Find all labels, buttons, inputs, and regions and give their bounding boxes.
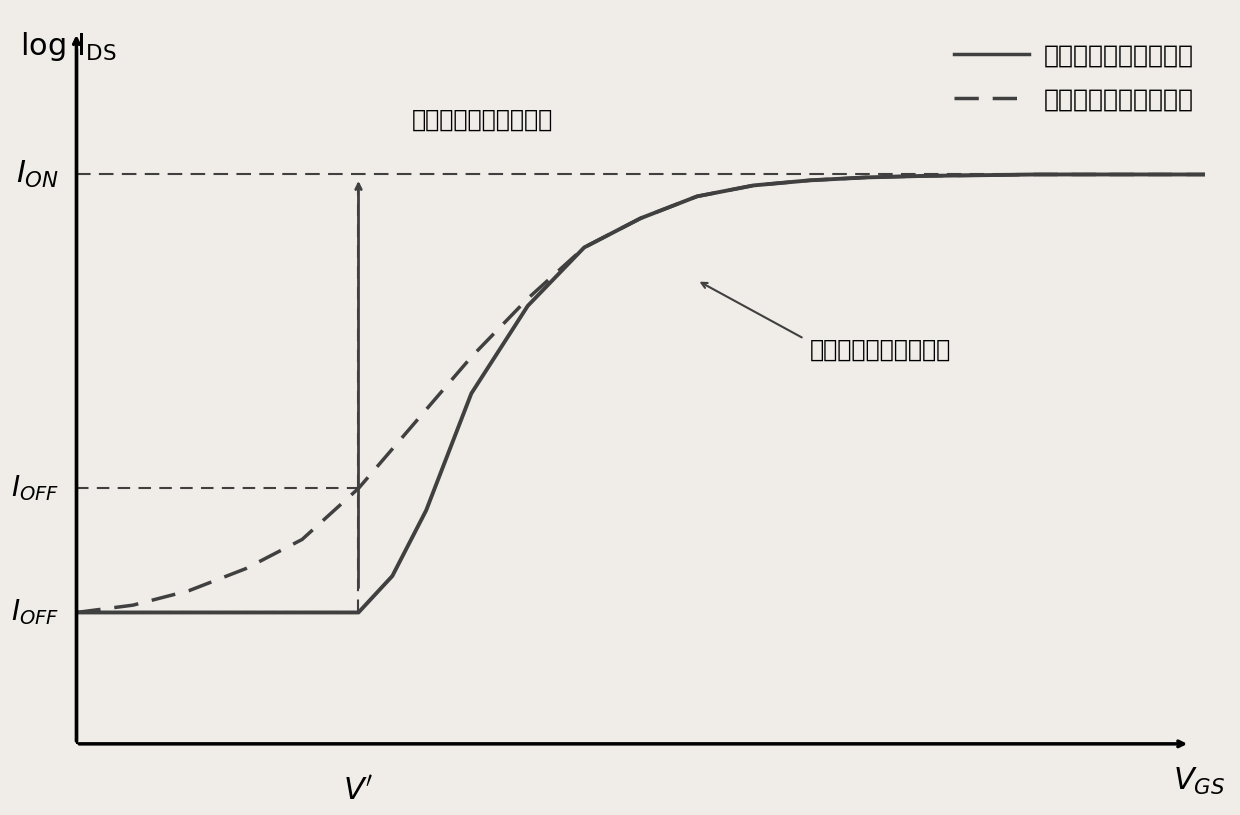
Text: $V_{GS}$: $V_{GS}$ [1173,766,1225,797]
Text: $I_{ON}$: $I_{ON}$ [16,159,60,190]
Text: 传统的压电隧穿晶体管: 传统的压电隧穿晶体管 [810,337,951,362]
Text: $I_{OFF}$: $I_{OFF}$ [11,597,60,628]
Text: 低功耗压电隧穿晶体管: 低功耗压电隧穿晶体管 [412,108,553,132]
Text: $I_{OFF}$: $I_{OFF}$ [11,474,60,504]
Text: $\mathrm{log\ I_{DS}}$: $\mathrm{log\ I_{DS}}$ [20,30,117,64]
Text: $V'$: $V'$ [343,777,373,806]
Legend: 低功耗压电隧穿晶体管, 传统的压电隧穿晶体管: 低功耗压电隧穿晶体管, 传统的压电隧穿晶体管 [944,33,1204,121]
